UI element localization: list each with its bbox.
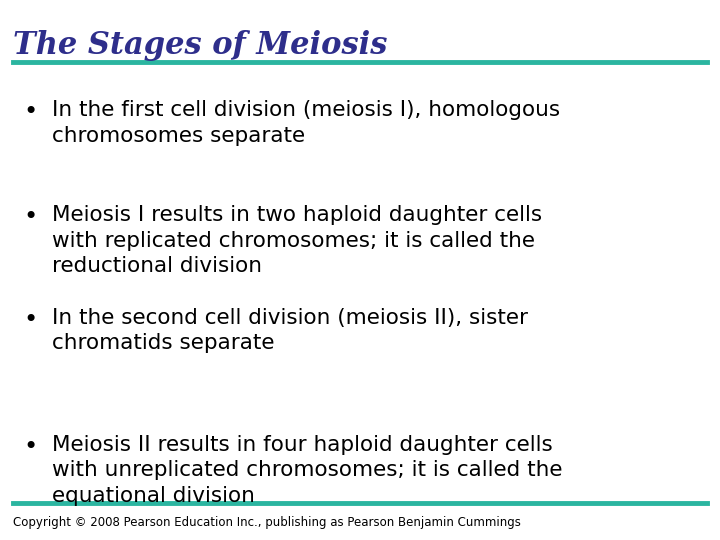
Text: The Stages of Meiosis: The Stages of Meiosis <box>13 30 387 60</box>
Text: •: • <box>23 100 37 124</box>
Text: •: • <box>23 205 37 229</box>
Text: Meiosis II results in four haploid daughter cells
with unreplicated chromosomes;: Meiosis II results in four haploid daugh… <box>52 435 562 506</box>
Text: •: • <box>23 308 37 332</box>
Text: •: • <box>23 435 37 458</box>
Text: Copyright © 2008 Pearson Education Inc., publishing as Pearson Benjamin Cummings: Copyright © 2008 Pearson Education Inc.,… <box>13 516 521 529</box>
Text: In the second cell division (meiosis II), sister
chromatids separate: In the second cell division (meiosis II)… <box>52 308 528 353</box>
Text: Meiosis I results in two haploid daughter cells
with replicated chromosomes; it : Meiosis I results in two haploid daughte… <box>52 205 542 276</box>
Text: In the first cell division (meiosis I), homologous
chromosomes separate: In the first cell division (meiosis I), … <box>52 100 560 145</box>
